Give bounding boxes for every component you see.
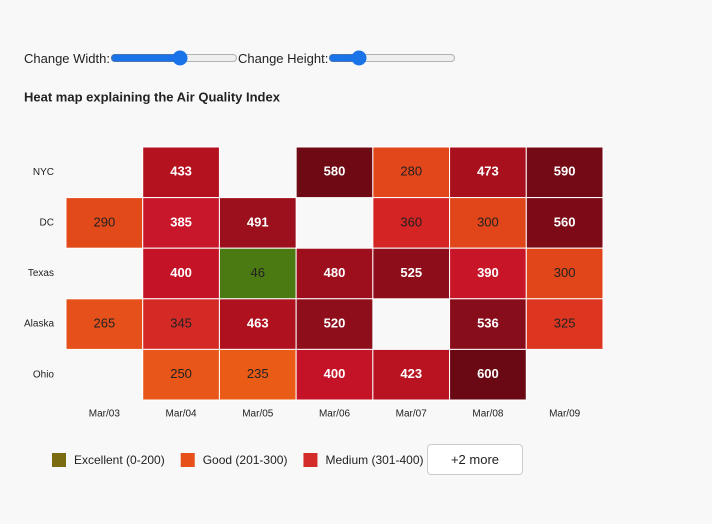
heat-cell — [449, 197, 527, 249]
row-label: Ohio — [33, 369, 55, 380]
cell-label: 265 — [94, 316, 116, 331]
row-label: NYC — [33, 167, 54, 178]
heat-cell — [142, 298, 220, 350]
cell-label: 400 — [170, 265, 192, 280]
heat-cell — [295, 146, 374, 199]
legend-swatch — [180, 453, 195, 467]
row-label: DC — [40, 218, 54, 229]
height-label: Change Height: — [238, 50, 329, 66]
cell-label: 325 — [554, 316, 576, 331]
cell-label: 390 — [477, 265, 499, 280]
heat-cell — [142, 197, 220, 249]
heat-cell — [65, 197, 144, 249]
heat-cell — [372, 247, 451, 300]
chart-title: Heat map explaining the Air Quality Inde… — [24, 89, 281, 104]
cell-label: 525 — [400, 265, 422, 280]
legend-swatch — [52, 453, 66, 467]
cell-label: 385 — [170, 214, 192, 229]
heat-cell — [295, 348, 374, 401]
cell-label: 433 — [170, 164, 192, 179]
heat-cell — [525, 197, 604, 249]
controls: Change Width: Change Height: — [24, 50, 457, 66]
heat-cell — [295, 247, 374, 300]
cell-label: 280 — [400, 164, 422, 179]
cell-label: 290 — [94, 214, 116, 229]
row-label: Texas — [28, 268, 54, 279]
heat-cell — [449, 247, 527, 300]
width-slider[interactable] — [110, 50, 238, 66]
heat-cell — [449, 146, 527, 199]
x-tick-label: Mar/07 — [396, 409, 428, 420]
x-tick-label: Mar/04 — [166, 409, 198, 420]
cell-label: 560 — [554, 214, 576, 229]
cell-label: 423 — [400, 366, 422, 381]
legend-label: Good (201-300) — [203, 453, 288, 467]
cell-label: 480 — [324, 265, 346, 280]
heat-cell — [218, 348, 297, 401]
cell-label: 345 — [170, 316, 192, 331]
legend-swatch — [303, 453, 318, 467]
heat-cell — [142, 146, 220, 199]
cell-label: 473 — [477, 164, 499, 179]
cell-label: 463 — [247, 316, 269, 331]
heat-cell — [218, 298, 297, 350]
legend-label: Excellent (0-200) — [74, 453, 165, 467]
heat-cell — [525, 298, 604, 350]
cell-label: 400 — [324, 366, 346, 381]
x-tick-label: Mar/05 — [242, 409, 274, 420]
cell-label: 590 — [554, 164, 576, 179]
heat-cell — [142, 348, 220, 401]
cell-label: 536 — [477, 316, 499, 331]
cell-label: 250 — [170, 366, 192, 381]
x-tick-label: Mar/09 — [549, 409, 581, 420]
heat-cell — [142, 247, 220, 300]
cell-label: 491 — [247, 214, 269, 229]
cell-label: 360 — [400, 214, 422, 229]
heat-cell — [218, 197, 297, 249]
x-tick-label: Mar/08 — [472, 409, 504, 420]
cell-label: 520 — [324, 316, 346, 331]
row-label: Alaska — [24, 319, 54, 330]
cell-label: 580 — [324, 164, 346, 179]
legend-more-button[interactable]: +2 more — [427, 444, 523, 475]
cell-label: 300 — [554, 265, 576, 280]
legend-label: Medium (301-400) — [325, 453, 423, 467]
cell-label: 46 — [251, 265, 265, 280]
heat-cell — [525, 146, 604, 199]
x-tick-label: Mar/06 — [319, 409, 351, 420]
heat-cell — [372, 348, 451, 401]
heat-cell — [449, 348, 527, 401]
cell-label: 600 — [477, 366, 499, 381]
cell-label: 235 — [247, 366, 269, 381]
heat-cell — [218, 247, 297, 300]
x-tick-label: Mar/03 — [89, 409, 121, 420]
cell-label: 300 — [477, 214, 499, 229]
heat-cell — [295, 298, 374, 350]
heat-cell — [372, 197, 451, 249]
height-slider[interactable] — [328, 50, 457, 66]
width-label: Change Width: — [24, 50, 110, 66]
heat-cell — [65, 298, 144, 350]
